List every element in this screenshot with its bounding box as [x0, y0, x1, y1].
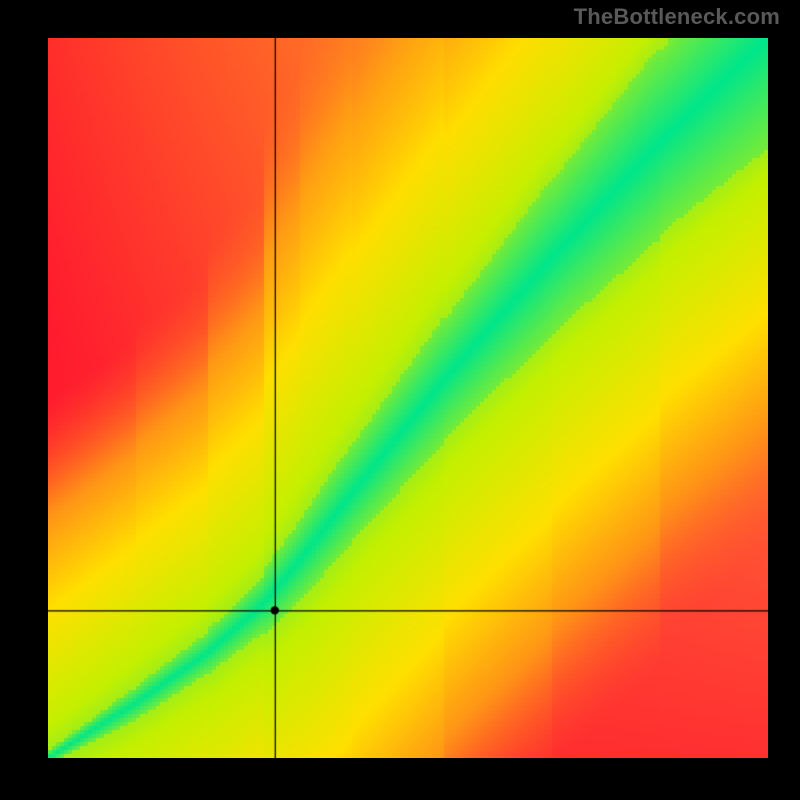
chart-container: TheBottleneck.com: [0, 0, 800, 800]
bottleneck-heatmap: [48, 38, 768, 758]
watermark-text: TheBottleneck.com: [574, 4, 780, 30]
